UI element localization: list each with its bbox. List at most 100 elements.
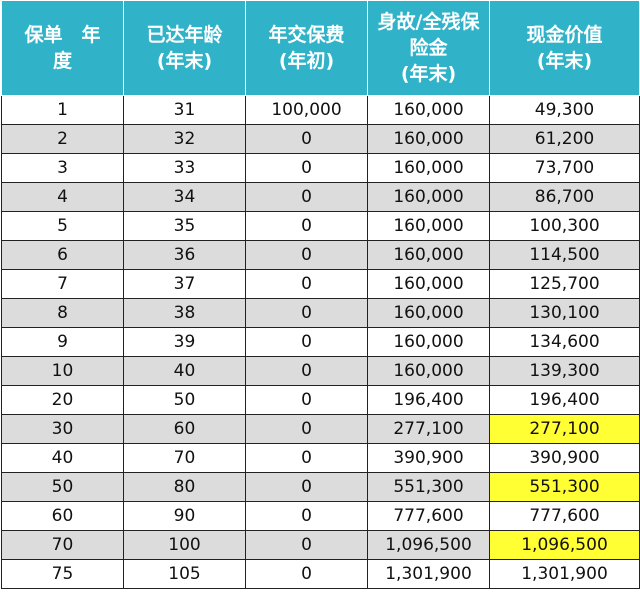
cell-age: 31 xyxy=(123,95,246,125)
cell-premium: 0 xyxy=(245,530,368,560)
cell-age: 38 xyxy=(123,298,246,328)
cell-cash-value: 73,700 xyxy=(489,153,640,183)
cell-cash-value: 1,096,500 xyxy=(489,530,640,560)
table-row: 7 37 0 160,000 125,700 xyxy=(1,269,640,299)
cell-age: 70 xyxy=(123,443,246,473)
table-row: 50 80 0 551,300 551,300 xyxy=(1,472,640,502)
cell-cash-value: 139,300 xyxy=(489,356,640,386)
cell-premium: 0 xyxy=(245,443,368,473)
cell-year: 1 xyxy=(1,95,124,125)
cell-cash-value: 114,500 xyxy=(489,240,640,270)
cell-year: 20 xyxy=(1,385,124,415)
cell-age: 35 xyxy=(123,211,246,241)
cell-age: 60 xyxy=(123,414,246,444)
cell-death-benefit: 160,000 xyxy=(367,240,490,270)
cell-premium: 0 xyxy=(245,501,368,531)
cell-year: 3 xyxy=(1,153,124,183)
cell-year: 50 xyxy=(1,472,124,502)
cell-cash-value: 196,400 xyxy=(489,385,640,415)
header-line: (年末) xyxy=(400,63,457,85)
table-row: 4 34 0 160,000 86,700 xyxy=(1,182,640,212)
cell-premium: 100,000 xyxy=(245,95,368,125)
cell-premium: 0 xyxy=(245,124,368,154)
table-row: 1 31 100,000 160,000 49,300 xyxy=(1,95,640,125)
cell-death-benefit: 1,096,500 xyxy=(367,530,490,560)
cell-death-benefit: 390,900 xyxy=(367,443,490,473)
table-row: 20 50 0 196,400 196,400 xyxy=(1,385,640,415)
cell-age: 37 xyxy=(123,269,246,299)
header-line: 险金 xyxy=(409,37,448,59)
cell-cash-value: 125,700 xyxy=(489,269,640,299)
header-death-benefit: 身故/全残保 险金 (年末) xyxy=(367,0,490,96)
cell-premium: 0 xyxy=(245,211,368,241)
table-header-row: 保单 年 度 已达年龄 (年末) 年交保费 (年初) 身故/全残保 险金 (年末… xyxy=(1,0,640,96)
cell-cash-value: 100,300 xyxy=(489,211,640,241)
cell-age: 80 xyxy=(123,472,246,502)
cell-premium: 0 xyxy=(245,559,368,589)
cell-year: 40 xyxy=(1,443,124,473)
cell-premium: 0 xyxy=(245,414,368,444)
cell-age: 105 xyxy=(123,559,246,589)
cell-death-benefit: 160,000 xyxy=(367,356,490,386)
cell-age: 33 xyxy=(123,153,246,183)
table-row: 5 35 0 160,000 100,300 xyxy=(1,211,640,241)
header-line: (年初) xyxy=(278,50,335,72)
cell-death-benefit: 196,400 xyxy=(367,385,490,415)
header-line: 保单 年 xyxy=(24,24,101,46)
cell-death-benefit: 160,000 xyxy=(367,124,490,154)
cell-premium: 0 xyxy=(245,269,368,299)
cell-premium: 0 xyxy=(245,153,368,183)
header-line: 身故/全残保 xyxy=(377,11,480,33)
cell-cash-value: 61,200 xyxy=(489,124,640,154)
cell-premium: 0 xyxy=(245,240,368,270)
header-line: (年末) xyxy=(536,50,593,72)
cell-premium: 0 xyxy=(245,472,368,502)
cell-year: 10 xyxy=(1,356,124,386)
cell-cash-value: 777,600 xyxy=(489,501,640,531)
cell-death-benefit: 160,000 xyxy=(367,269,490,299)
header-policy-year: 保单 年 度 xyxy=(1,0,124,96)
header-attained-age: 已达年龄 (年末) xyxy=(123,0,246,96)
table-row: 70 100 0 1,096,500 1,096,500 xyxy=(1,530,640,560)
cell-premium: 0 xyxy=(245,298,368,328)
cell-death-benefit: 160,000 xyxy=(367,153,490,183)
cell-year: 8 xyxy=(1,298,124,328)
table-row: 60 90 0 777,600 777,600 xyxy=(1,501,640,531)
table-row: 2 32 0 160,000 61,200 xyxy=(1,124,640,154)
cell-premium: 0 xyxy=(245,356,368,386)
cell-year: 4 xyxy=(1,182,124,212)
cell-year: 2 xyxy=(1,124,124,154)
header-line: 年交保费 xyxy=(268,24,345,46)
table-row: 9 39 0 160,000 134,600 xyxy=(1,327,640,357)
cell-cash-value: 130,100 xyxy=(489,298,640,328)
header-line: 度 xyxy=(52,50,72,72)
cell-premium: 0 xyxy=(245,182,368,212)
cell-death-benefit: 551,300 xyxy=(367,472,490,502)
cell-age: 100 xyxy=(123,530,246,560)
cell-premium: 0 xyxy=(245,327,368,357)
header-line: 已达年龄 xyxy=(146,24,223,46)
policy-value-table: 保单 年 度 已达年龄 (年末) 年交保费 (年初) 身故/全残保 险金 (年末… xyxy=(1,0,640,589)
header-annual-premium: 年交保费 (年初) xyxy=(245,0,368,96)
table-body: 1 31 100,000 160,000 49,300 2 32 0 160,000 61,20… xyxy=(1,95,640,589)
cell-cash-value: 134,600 xyxy=(489,327,640,357)
cell-age: 34 xyxy=(123,182,246,212)
cell-death-benefit: 160,000 xyxy=(367,95,490,125)
table-row: 3 33 0 160,000 73,700 xyxy=(1,153,640,183)
table-row: 8 38 0 160,000 130,100 xyxy=(1,298,640,328)
table-row: 30 60 0 277,100 277,100 xyxy=(1,414,640,444)
cell-year: 7 xyxy=(1,269,124,299)
cell-death-benefit: 277,100 xyxy=(367,414,490,444)
cell-premium: 0 xyxy=(245,385,368,415)
table-row: 75 105 0 1,301,900 1,301,900 xyxy=(1,559,640,589)
cell-year: 30 xyxy=(1,414,124,444)
table-row: 10 40 0 160,000 139,300 xyxy=(1,356,640,386)
cell-cash-value: 390,900 xyxy=(489,443,640,473)
cell-year: 70 xyxy=(1,530,124,560)
cell-death-benefit: 160,000 xyxy=(367,327,490,357)
cell-age: 32 xyxy=(123,124,246,154)
cell-death-benefit: 160,000 xyxy=(367,298,490,328)
cell-cash-value: 551,300 xyxy=(489,472,640,502)
header-line: 现金价值 xyxy=(526,24,603,46)
table-row: 40 70 0 390,900 390,900 xyxy=(1,443,640,473)
